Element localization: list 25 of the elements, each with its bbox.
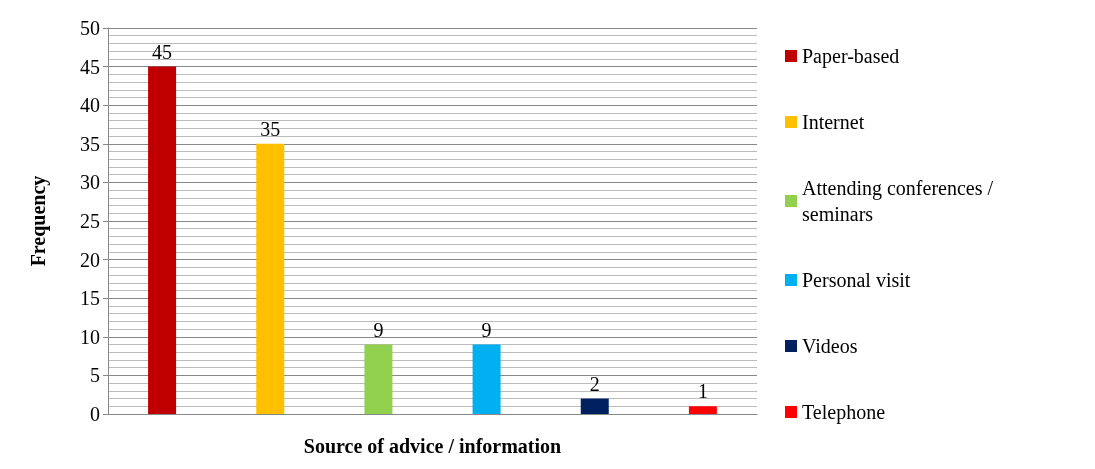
legend-label: Personal visit [802,269,911,291]
y-tick-label: 45 [80,55,100,78]
y-tick-label: 30 [80,171,100,194]
legend-label: Paper-based [802,45,900,68]
y-tick-label: 20 [80,248,100,271]
y-tick-label: 50 [80,17,100,39]
y-tick-label: 25 [80,210,100,232]
y-tick-label: 10 [80,325,100,348]
y-tick-label: 0 [90,403,100,425]
data-label: 1 [697,380,708,403]
y-tick-label: 15 [80,287,100,310]
data-label: 9 [373,318,384,341]
x-axis-title: Source of advice / information [303,435,562,457]
data-label: 45 [152,40,173,63]
y-tick-label: 40 [80,94,100,117]
data-label: 9 [481,318,492,341]
legend-label: Internet [802,111,865,133]
legend-label: Videos [802,335,858,357]
y-axis-title: Frequency [27,175,50,267]
data-label: 35 [260,117,281,140]
legend-label: Attending conferences / seminars [802,177,999,225]
data-label: 2 [589,372,600,395]
legend-label: Telephone [802,401,886,424]
y-tick-label: 35 [80,132,100,155]
y-tick-label: 5 [90,364,100,387]
